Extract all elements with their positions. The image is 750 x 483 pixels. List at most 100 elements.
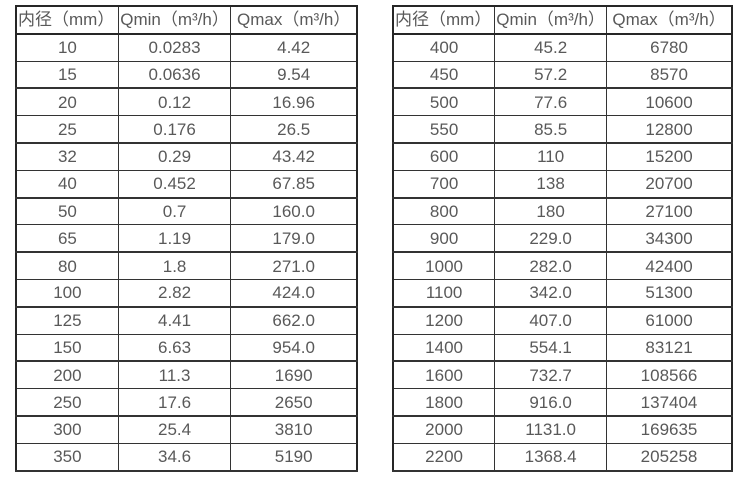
- data-cell: 61000: [606, 306, 733, 335]
- data-cell: 138: [494, 169, 608, 199]
- data-cell: 10: [15, 33, 119, 62]
- data-cell: 50: [15, 197, 119, 226]
- data-cell: 282.0: [494, 251, 608, 280]
- table-row: 25 0.176 26.5: [15, 115, 358, 144]
- data-cell: 1368.4: [494, 442, 608, 472]
- data-cell: 100: [15, 278, 119, 308]
- data-cell: 342.0: [494, 278, 608, 308]
- data-cell: 205258: [606, 442, 733, 472]
- data-cell: 250: [15, 388, 119, 417]
- table-row: 550 85.5 12800: [392, 115, 733, 144]
- data-cell: 160.0: [230, 197, 358, 226]
- data-cell: 400: [392, 33, 496, 62]
- data-cell: 2200: [392, 442, 496, 472]
- table-row: 80 1.8 271.0: [15, 251, 358, 280]
- table-row: 40 0.452 67.85: [15, 169, 358, 199]
- data-cell: 85.5: [494, 115, 608, 144]
- flow-table-left-container: 内径（mm） Qmin（m³/h） Qmax（m³/h） 10 0.0283 4.4…: [15, 5, 358, 472]
- data-cell: 26.5: [230, 115, 358, 144]
- data-cell: 83121: [606, 333, 733, 363]
- data-cell: 350: [15, 442, 119, 472]
- data-cell: 27100: [606, 197, 733, 226]
- table-row: 300 25.4 3810: [15, 415, 358, 444]
- data-cell: 2650: [230, 388, 358, 417]
- data-cell: 43.42: [230, 142, 358, 171]
- data-cell: 1.8: [117, 251, 232, 280]
- table-row: 65 1.19 179.0: [15, 224, 358, 254]
- table-row: 50 0.7 160.0: [15, 197, 358, 226]
- table-row: 1100 342.0 51300: [392, 278, 733, 308]
- data-cell: 0.0283: [117, 33, 232, 62]
- data-cell: 2000: [392, 415, 496, 444]
- header-row: 内径（mm） Qmin（m³/h） Qmax（m³/h）: [392, 5, 733, 35]
- header-cell-qmin: Qmin（m³/h）: [117, 5, 232, 35]
- data-cell: 229.0: [494, 224, 608, 254]
- data-cell: 1690: [230, 360, 358, 390]
- data-cell: 45.2: [494, 33, 608, 62]
- data-cell: 300: [15, 415, 119, 444]
- data-cell: 67.85: [230, 169, 358, 199]
- data-cell: 954.0: [230, 333, 358, 363]
- data-cell: 8570: [606, 60, 733, 90]
- data-cell: 15200: [606, 142, 733, 171]
- table-row: 1600 732.7 108566: [392, 360, 733, 390]
- header-cell-qmin: Qmin（m³/h）: [494, 5, 608, 35]
- data-cell: 6780: [606, 33, 733, 62]
- table-row: 450 57.2 8570: [392, 60, 733, 90]
- data-cell: 57.2: [494, 60, 608, 90]
- header-cell-qmax: Qmax（m³/h）: [230, 5, 358, 35]
- table-row: 200 11.3 1690: [15, 360, 358, 390]
- data-cell: 1100: [392, 278, 496, 308]
- data-cell: 20: [15, 87, 119, 117]
- data-cell: 1400: [392, 333, 496, 363]
- table-row: 150 6.63 954.0: [15, 333, 358, 363]
- table-row: 250 17.6 2650: [15, 388, 358, 417]
- data-cell: 0.452: [117, 169, 232, 199]
- table-row: 1200 407.0 61000: [392, 306, 733, 335]
- table-body: 400 45.2 6780 450 57.2 8570 500 77.6 10600 550 85.…: [392, 33, 733, 472]
- data-cell: 1800: [392, 388, 496, 417]
- data-cell: 5190: [230, 442, 358, 472]
- table-row: 32 0.29 43.42: [15, 142, 358, 171]
- table-row: 700 138 20700: [392, 169, 733, 199]
- table-row: 800 180 27100: [392, 197, 733, 226]
- data-cell: 900: [392, 224, 496, 254]
- table-row: 100 2.82 424.0: [15, 278, 358, 308]
- data-cell: 0.29: [117, 142, 232, 171]
- data-cell: 0.7: [117, 197, 232, 226]
- data-cell: 32: [15, 142, 119, 171]
- data-cell: 11.3: [117, 360, 232, 390]
- data-cell: 407.0: [494, 306, 608, 335]
- data-cell: 110: [494, 142, 608, 171]
- data-cell: 25.4: [117, 415, 232, 444]
- table-row: 20 0.12 16.96: [15, 87, 358, 117]
- table-row: 15 0.0636 9.54: [15, 60, 358, 90]
- data-cell: 179.0: [230, 224, 358, 254]
- data-cell: 20700: [606, 169, 733, 199]
- data-cell: 662.0: [230, 306, 358, 335]
- data-cell: 51300: [606, 278, 733, 308]
- data-cell: 34.6: [117, 442, 232, 472]
- data-cell: 500: [392, 87, 496, 117]
- data-cell: 1.19: [117, 224, 232, 254]
- flow-table-small-diameter: 内径（mm） Qmin（m³/h） Qmax（m³/h） 10 0.0283 4.4…: [15, 5, 358, 472]
- table-row: 1000 282.0 42400: [392, 251, 733, 280]
- table-row: 125 4.41 662.0: [15, 306, 358, 335]
- data-cell: 180: [494, 197, 608, 226]
- data-cell: 424.0: [230, 278, 358, 308]
- data-cell: 6.63: [117, 333, 232, 363]
- data-cell: 9.54: [230, 60, 358, 90]
- table-row: 2000 1131.0 169635: [392, 415, 733, 444]
- data-cell: 40: [15, 169, 119, 199]
- data-cell: 800: [392, 197, 496, 226]
- header-cell-diameter: 内径（mm）: [15, 5, 119, 35]
- table-row: 900 229.0 34300: [392, 224, 733, 254]
- data-cell: 12800: [606, 115, 733, 144]
- data-cell: 10600: [606, 87, 733, 117]
- data-cell: 3810: [230, 415, 358, 444]
- data-cell: 0.0636: [117, 60, 232, 90]
- table-row: 1400 554.1 83121: [392, 333, 733, 363]
- data-cell: 0.12: [117, 87, 232, 117]
- table-row: 400 45.2 6780: [392, 33, 733, 62]
- data-cell: 700: [392, 169, 496, 199]
